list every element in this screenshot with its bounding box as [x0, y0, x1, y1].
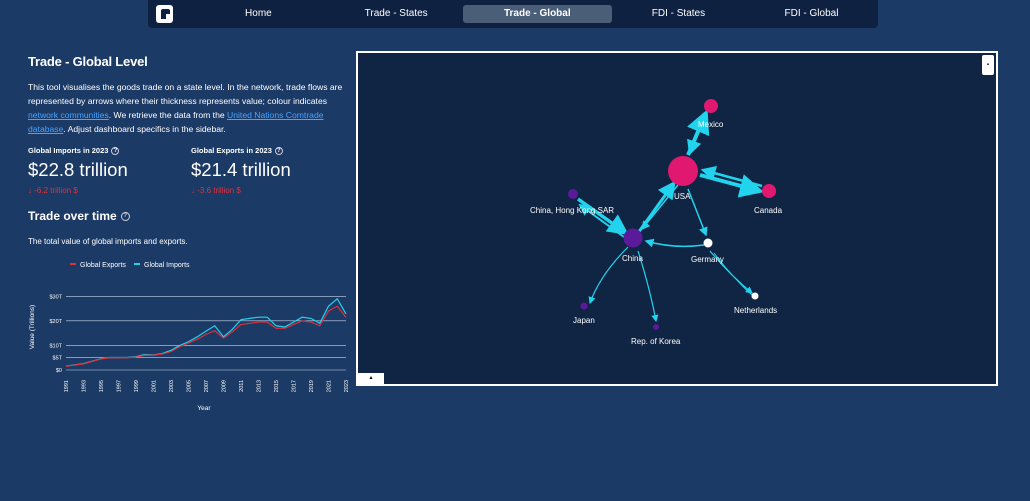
label-japan: Japan: [573, 316, 595, 325]
x-tick-label: 2017: [292, 380, 298, 392]
imports-delta: ↓ -6.2 trillion $: [28, 186, 78, 195]
tab-trade-states[interactable]: Trade - States: [364, 8, 428, 19]
page-description: This tool visualises the goods trade on …: [28, 80, 346, 136]
x-tick-label: 1993: [82, 380, 88, 392]
node-mexico[interactable]: [704, 99, 718, 113]
y-tick-label: $30T: [49, 294, 62, 300]
label-germany: Germany: [691, 255, 724, 264]
label-korea: Rep. of Korea: [631, 337, 681, 346]
edge-china-japan[interactable]: [588, 246, 629, 305]
x-tick-label: 2019: [309, 380, 315, 392]
series-line-imports: [65, 297, 347, 367]
x-tick-label: 2009: [222, 380, 228, 392]
exports-label: Global Exports in 2023?: [191, 146, 283, 156]
arrow-down-icon: ↓: [191, 186, 198, 195]
node-netherlands[interactable]: [751, 292, 759, 300]
exports-value: $21.4 trillion: [191, 159, 291, 180]
help-icon[interactable]: ?: [274, 147, 283, 156]
x-tick-label: 2013: [257, 380, 263, 392]
network-collapse-button[interactable]: ▴: [358, 373, 384, 384]
imports-value: $22.8 trillion: [28, 159, 128, 180]
imports-label-text: Global Imports in 2023: [28, 146, 109, 155]
label-hk: China, Hong Kong SAR: [530, 206, 614, 215]
legend-label: Global Exports: [80, 262, 126, 269]
exports-delta: ↓ -3.6 trillion $: [191, 186, 241, 195]
label-netherlands: Netherlands: [734, 306, 777, 315]
x-tick-label: 2005: [187, 380, 193, 392]
x-tick-label: 2011: [239, 380, 245, 392]
help-icon[interactable]: ?: [120, 212, 130, 222]
x-tick-label: 2021: [327, 380, 333, 392]
app-logo[interactable]: [156, 5, 174, 23]
edge-usa-germany[interactable]: [687, 188, 708, 237]
exports-label-text: Global Exports in 2023: [191, 146, 272, 155]
x-tick-label: 1991: [64, 380, 70, 392]
top-nav: Home Trade - States Trade - Global FDI -…: [148, 0, 878, 28]
x-tick-label: 2015: [274, 380, 280, 392]
node-korea[interactable]: [653, 324, 659, 330]
arrow-down-icon: ↓: [28, 186, 35, 195]
network-menu-button[interactable]: ▪: [982, 55, 994, 75]
trade-line-chart[interactable]: Global Exports Global Imports $0 $5T $10T $20…: [28, 254, 353, 414]
edge-mexico-usa[interactable]: [687, 112, 706, 156]
y-tick-label: $20T: [49, 319, 62, 325]
imports-delta-text: -6.2 trillion $: [34, 186, 78, 195]
x-tick-label: 2023: [344, 380, 350, 392]
exports-delta-text: -3.6 trillion $: [197, 186, 241, 195]
x-axis-label: Year: [197, 405, 211, 412]
edge-canada-usa[interactable]: [700, 166, 763, 188]
x-tick-label: 2001: [152, 380, 158, 392]
label-china: China: [622, 254, 643, 263]
y-tick-label: $10T: [49, 343, 62, 349]
node-canada[interactable]: [762, 184, 776, 198]
y-axis-label: Value (Trillions): [29, 305, 36, 349]
network-labels: USA Mexico Canada China China, Hong Kong…: [530, 120, 783, 346]
trade-over-time-title: Trade over time?: [28, 209, 130, 223]
x-tick-label: 1997: [117, 380, 123, 392]
node-germany[interactable]: [703, 238, 713, 248]
x-tick-label: 2007: [204, 380, 210, 392]
edge-germany-china[interactable]: [644, 238, 705, 248]
trade-network-graph[interactable]: USA Mexico Canada China China, Hong Kong…: [358, 53, 996, 384]
tab-home[interactable]: Home: [245, 8, 272, 19]
edge-usa-china[interactable]: [641, 184, 679, 231]
trade-network-panel[interactable]: USA Mexico Canada China China, Hong Kong…: [356, 51, 998, 386]
network-communities-link[interactable]: network communities: [28, 110, 109, 120]
edge-china-korea[interactable]: [637, 250, 659, 323]
edge-hk-china[interactable]: [576, 197, 629, 236]
node-china[interactable]: [623, 228, 643, 248]
label-usa: USA: [674, 192, 691, 201]
tab-fdi-states[interactable]: FDI - States: [651, 8, 706, 19]
page-title: Trade - Global Level: [28, 54, 148, 69]
comtrade-link[interactable]: United Nations Comtrade database: [28, 110, 324, 134]
description-text: This tool visualises the goods trade on …: [28, 82, 343, 106]
imports-label: Global Imports in 2023?: [28, 146, 120, 156]
legend-label: Global Imports: [144, 262, 190, 269]
label-canada: Canada: [754, 206, 783, 215]
tab-trade-global[interactable]: Trade - Global: [462, 5, 612, 23]
node-japan[interactable]: [580, 302, 588, 310]
edge-netherlands-germany[interactable]: [713, 252, 755, 298]
x-tick-label: 2003: [169, 380, 175, 392]
description-text: . Adjust dashboard specifics in the side…: [63, 124, 226, 134]
x-tick-label: 1995: [99, 380, 105, 392]
help-icon[interactable]: ?: [111, 147, 120, 156]
node-usa[interactable]: [668, 156, 698, 186]
x-tick-label: 1999: [134, 380, 140, 392]
series-line-exports: [65, 305, 347, 367]
network-nodes: [568, 99, 776, 330]
edge-china-usa[interactable]: [636, 180, 676, 234]
y-tick-label: $5T: [53, 356, 63, 362]
tab-fdi-global[interactable]: FDI - Global: [784, 8, 839, 19]
trade-over-time-subtitle: The total value of global imports and ex…: [28, 237, 188, 246]
trade-over-time-title-text: Trade over time: [28, 209, 117, 223]
network-edges: [576, 109, 764, 323]
node-hk[interactable]: [568, 189, 578, 199]
edge-china-hk[interactable]: [578, 203, 625, 238]
y-tick-label: $0: [56, 368, 62, 374]
description-text: . We retrieve the data from the: [108, 110, 228, 120]
label-mexico: Mexico: [698, 120, 724, 129]
